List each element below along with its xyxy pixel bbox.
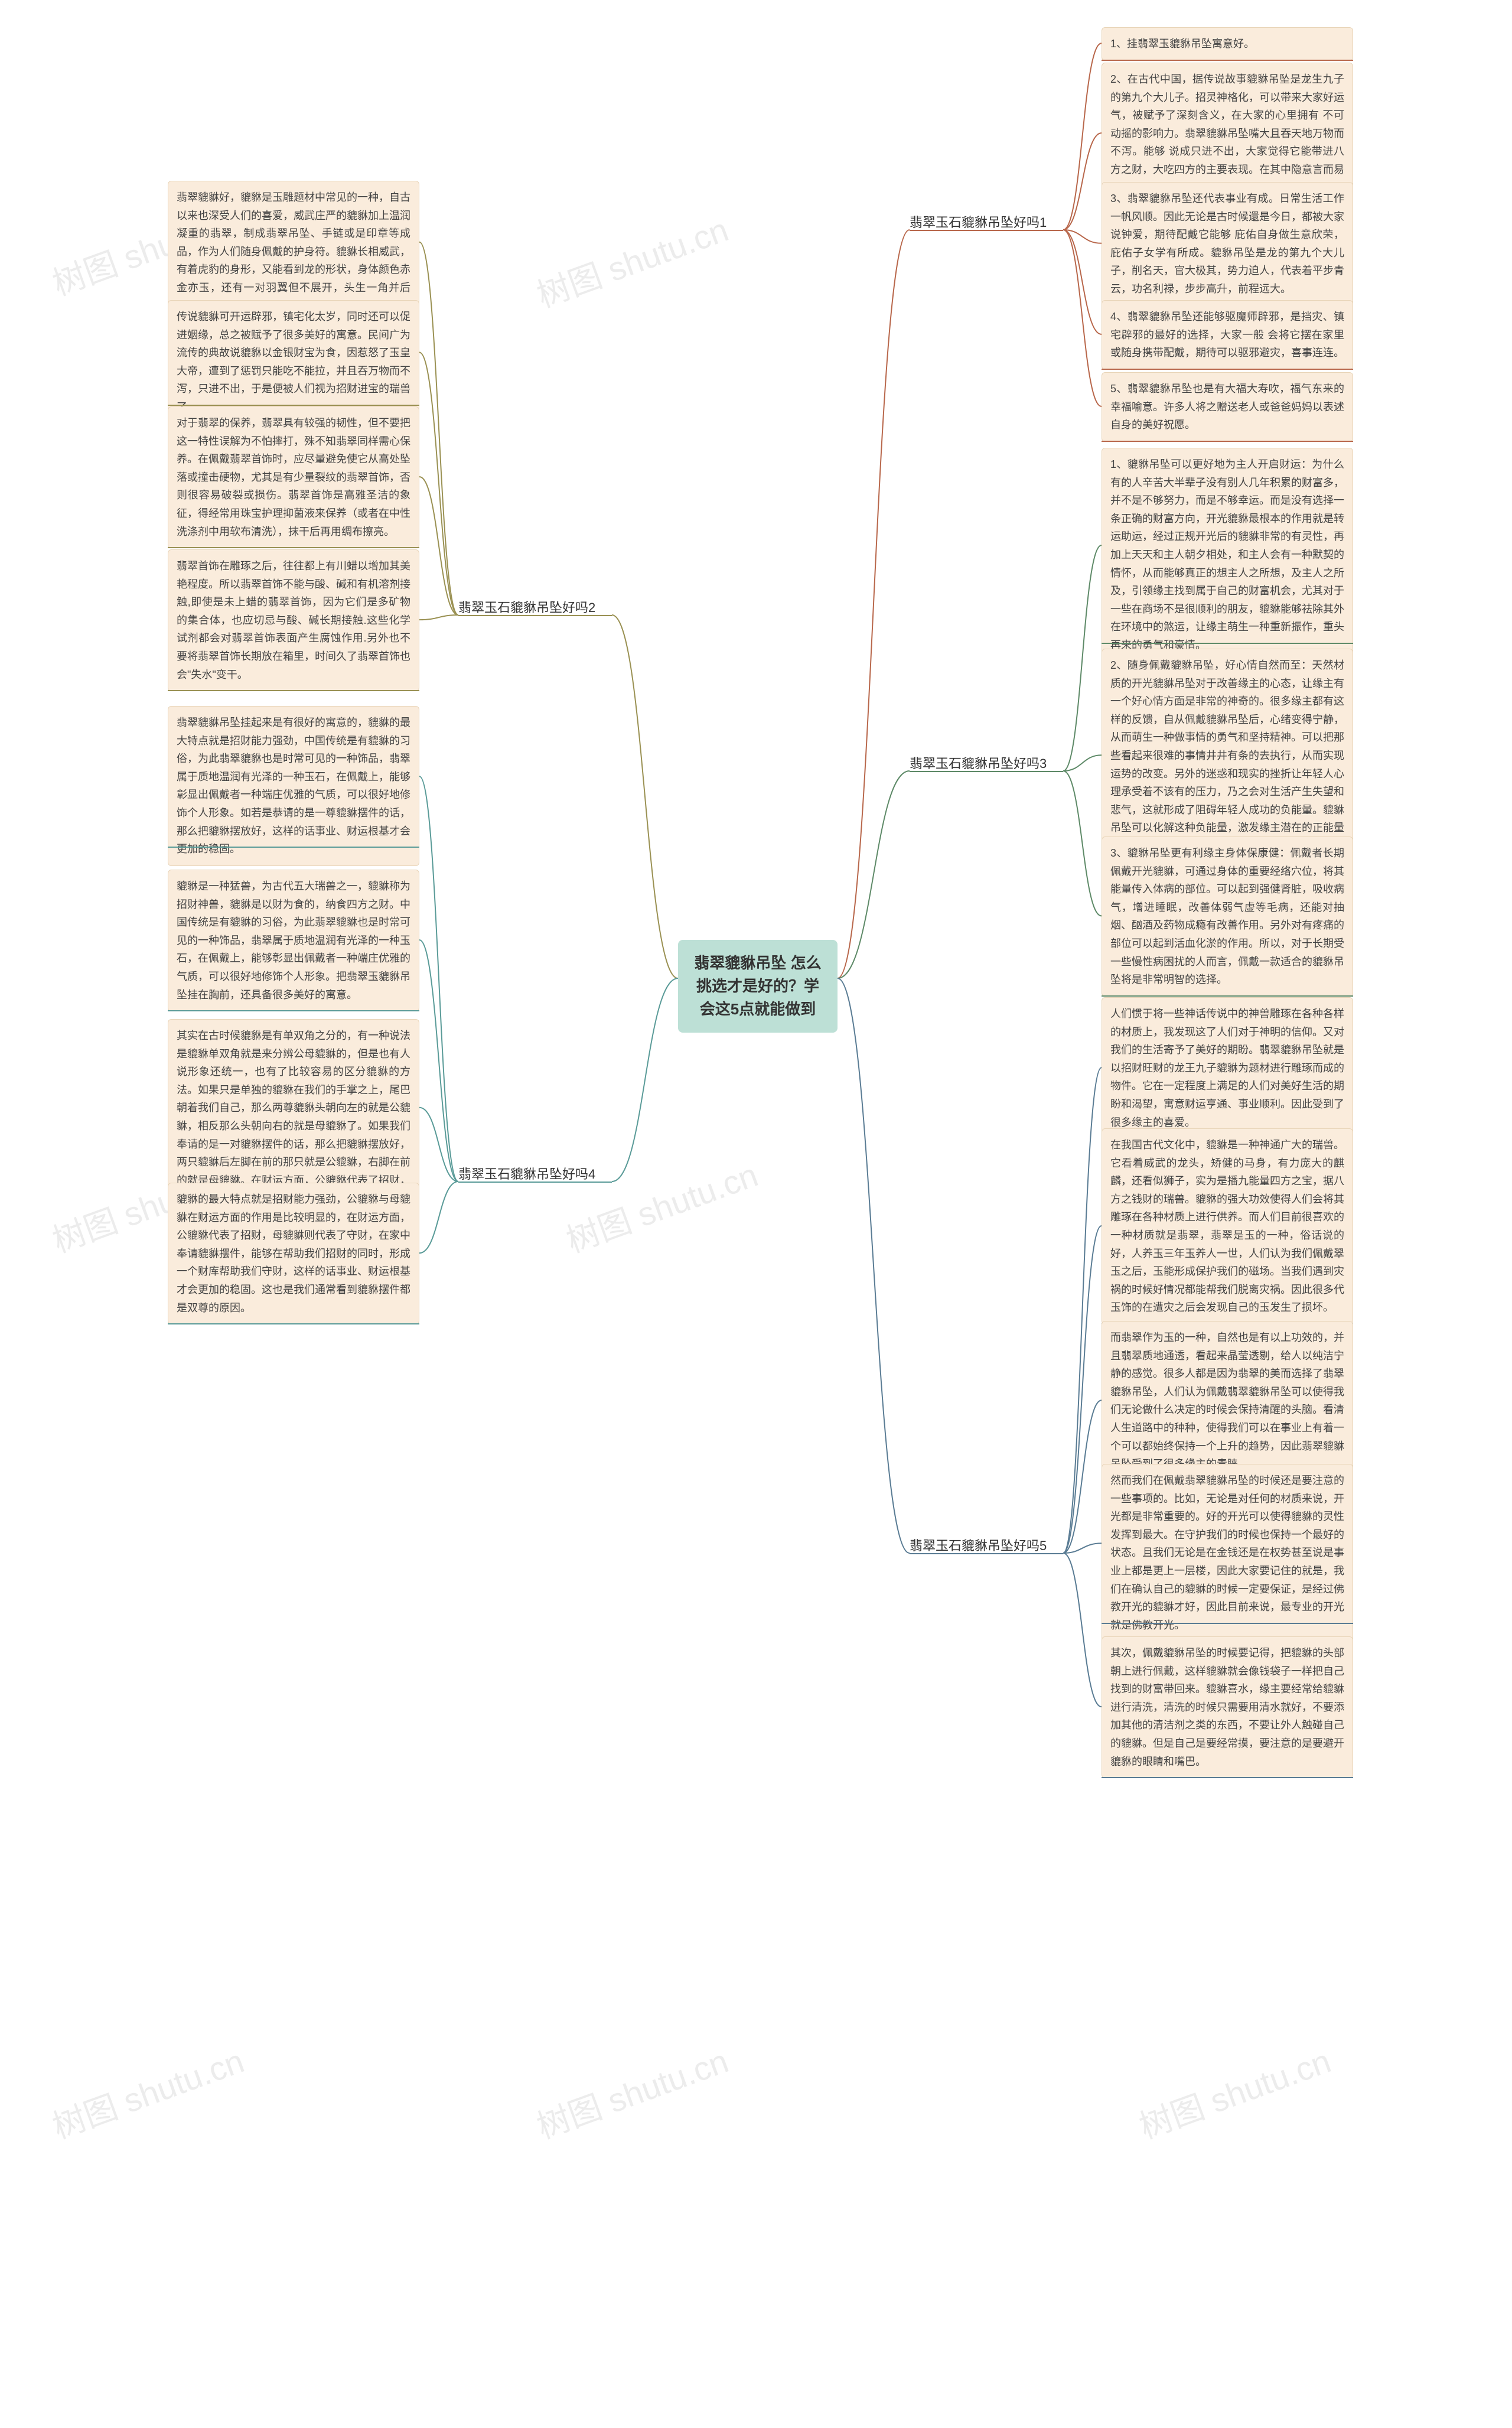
- leaf-node: 翡翠貔貅吊坠挂起来是有很好的寓意的，貔貅的最大特点就是招财能力强劲，中国传统是有…: [168, 706, 419, 866]
- leaf-underline: [1102, 1623, 1353, 1624]
- leaf-underline: [168, 690, 419, 691]
- leaf-node: 然而我们在佩戴翡翠貔貅吊坠的时候还是要注意的一些事项的。比如，无论是对任何的材质…: [1102, 1464, 1353, 1642]
- leaf-underline: [1102, 643, 1353, 644]
- watermark: 树图 shutu.cn: [529, 2035, 734, 2148]
- leaf-node: 1、挂翡翠玉貔貅吊坠寓意好。: [1102, 27, 1353, 61]
- leaf-underline: [168, 1010, 419, 1011]
- branch-label: 翡翠玉石貔貅吊坠好吗2: [458, 597, 595, 616]
- leaf-node: 而翡翠作为玉的一种，自然也是有以上功效的，并且翡翠质地通透，看起来晶莹透剔，给人…: [1102, 1321, 1353, 1481]
- branch-label: 翡翠玉石貔貅吊坠好吗4: [458, 1164, 595, 1183]
- leaf-underline: [168, 1323, 419, 1324]
- leaf-node: 在我国古代文化中，貔貅是一种神通广大的瑞兽。它看着威武的龙头，矫健的马身，有力庞…: [1102, 1128, 1353, 1324]
- leaf-underline: [168, 405, 419, 406]
- branch-underline: [458, 615, 612, 616]
- leaf-node: 人们惯于将一些神话传说中的神兽雕琢在各种各样的材质上，我发现这了人们对于神明的信…: [1102, 997, 1353, 1139]
- leaf-node: 3、貔貅吊坠更有利缘主身体保康健：佩戴者长期佩戴开光貔貅，可通过身体的重要经络穴…: [1102, 837, 1353, 997]
- center-text: 翡翠貔貅吊坠 怎么挑选才是好的？学会这5点就能做到: [694, 954, 821, 1018]
- leaf-node: 貔貅是一种猛兽，为古代五大瑞兽之一，貔貅称为招财神兽，貔貅是以财为食的，纳食四方…: [168, 870, 419, 1011]
- watermark: 树图 shutu.cn: [529, 203, 734, 317]
- leaf-underline: [1102, 995, 1353, 997]
- center-node: 翡翠貔貅吊坠 怎么挑选才是好的？学会这5点就能做到: [678, 940, 838, 1033]
- leaf-underline: [168, 847, 419, 848]
- leaf-node: 貔貅的最大特点就是招财能力强劲，公貔貅与母貔貅在财运方面的作用是比较明显的，在财…: [168, 1183, 419, 1324]
- branch-underline: [910, 1553, 1063, 1554]
- leaf-node: 翡翠首饰在雕琢之后，往往都上有川蜡以增加其美艳程度。所以翡翠首饰不能与酸、碱和有…: [168, 549, 419, 691]
- leaf-node: 其次，佩戴貔貅吊坠的时候要记得，把貔貅的头部朝上进行佩戴，这样貔貅就会像钱袋子一…: [1102, 1636, 1353, 1778]
- branch-underline: [910, 230, 1063, 231]
- leaf-underline: [168, 547, 419, 548]
- leaf-underline: [1102, 60, 1353, 61]
- watermark: 树图 shutu.cn: [1132, 2035, 1337, 2148]
- branch-label: 翡翠玉石貔貅吊坠好吗1: [910, 212, 1047, 231]
- leaf-node: 3、翡翠貔貅吊坠还代表事业有成。日常生活工作一帆风顺。因此无论是古时候還是今日，…: [1102, 182, 1353, 306]
- leaf-underline: [1102, 369, 1353, 370]
- branch-label: 翡翠玉石貔貅吊坠好吗3: [910, 753, 1047, 772]
- leaf-node: 2、随身佩戴貔貅吊坠，好心情自然而至：天然材质的开光貔貅吊坠对于改善缘主的心态，…: [1102, 649, 1353, 863]
- leaf-node: 4、翡翠貔貅吊坠还能够驱魔师辟邪，是挡灾、镇宅辟邪的最好的选择，大家一般 会将它…: [1102, 300, 1353, 370]
- branch-underline: [910, 771, 1063, 772]
- leaf-underline: [1102, 1777, 1353, 1778]
- branch-label: 翡翠玉石貔貅吊坠好吗5: [910, 1535, 1047, 1554]
- branch-underline: [458, 1182, 612, 1183]
- leaf-node: 对于翡翠的保养，翡翠具有较强的韧性，但不要把这一特性误解为不怕摔打，殊不知翡翠同…: [168, 406, 419, 548]
- leaf-underline: [1102, 441, 1353, 442]
- leaf-node: 1、貔貅吊坠可以更好地为主人开启财运：为什么有的人辛苦大半辈子没有别人几年积累的…: [1102, 448, 1353, 662]
- watermark: 树图 shutu.cn: [45, 2035, 250, 2148]
- leaf-node: 5、翡翠貔貅吊坠也是有大福大寿吹，福气东来的幸福喻意。许多人将之赠送老人或爸爸妈…: [1102, 372, 1353, 442]
- leaf-node: 其实在古时候貔貅是有单双角之分的，有一种说法是貔貅单双角就是来分辨公母貔貅的，但…: [168, 1019, 419, 1197]
